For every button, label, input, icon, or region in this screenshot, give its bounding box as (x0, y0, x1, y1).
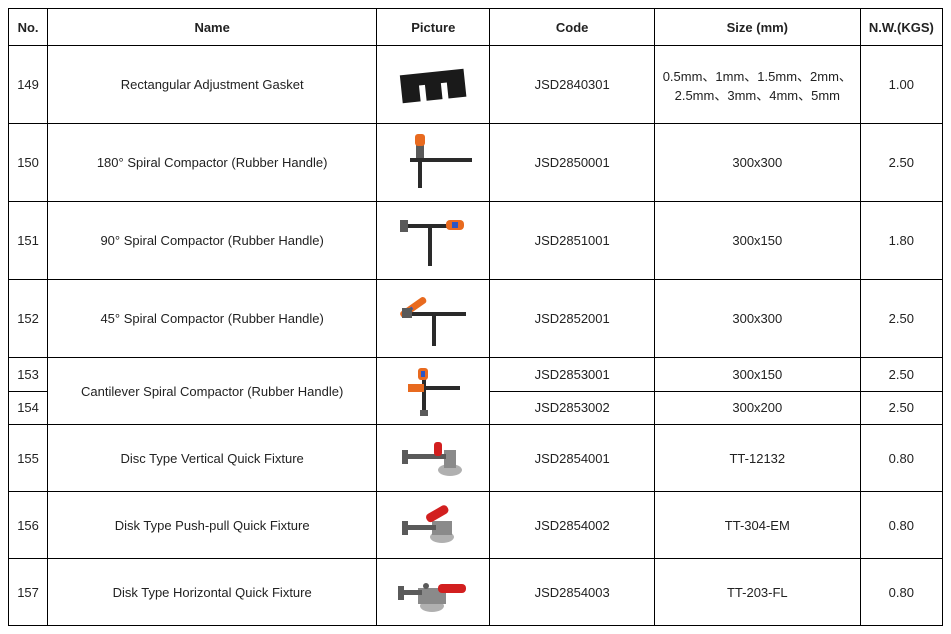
disc-pushpull-icon (388, 503, 478, 547)
cell-picture (377, 492, 490, 559)
col-header-pic: Picture (377, 9, 490, 46)
cell-code: JSD2851001 (490, 202, 655, 280)
cell-nw: 2.50 (860, 358, 942, 392)
cell-code: JSD2853001 (490, 358, 655, 392)
cell-no: 156 (9, 492, 48, 559)
table-header-row: No. Name Picture Code Size (mm) N.W.(KGS… (9, 9, 943, 46)
cell-nw: 2.50 (860, 391, 942, 425)
cell-name: 90° Spiral Compactor (Rubber Handle) (48, 202, 377, 280)
cell-no: 157 (9, 559, 48, 626)
gasket-icon (393, 62, 473, 108)
cell-no: 153 (9, 358, 48, 392)
cell-nw: 0.80 (860, 492, 942, 559)
cell-size: 300x150 (654, 358, 860, 392)
spiral-45-icon (388, 288, 478, 350)
cell-no: 155 (9, 425, 48, 492)
cell-name: Cantilever Spiral Compactor (Rubber Hand… (48, 358, 377, 425)
col-header-name: Name (48, 9, 377, 46)
cell-name: Disk Type Push-pull Quick Fixture (48, 492, 377, 559)
cell-nw: 2.50 (860, 280, 942, 358)
cell-code: JSD2850001 (490, 124, 655, 202)
col-header-no: No. (9, 9, 48, 46)
disc-horizontal-icon (388, 570, 478, 614)
cell-no: 149 (9, 46, 48, 124)
cell-size: 300x150 (654, 202, 860, 280)
cell-nw: 0.80 (860, 425, 942, 492)
table-row: 152 45° Spiral Compactor (Rubber Handle)… (9, 280, 943, 358)
cell-nw: 0.80 (860, 559, 942, 626)
table-row: 157 Disk Type Horizontal Quick Fixture J… (9, 559, 943, 626)
cell-no: 152 (9, 280, 48, 358)
cell-nw: 1.80 (860, 202, 942, 280)
cell-picture (377, 124, 490, 202)
cell-picture (377, 280, 490, 358)
cell-code: JSD2852001 (490, 280, 655, 358)
spiral-180-icon (388, 132, 478, 194)
col-header-nw: N.W.(KGS) (860, 9, 942, 46)
col-header-code: Code (490, 9, 655, 46)
cell-code: JSD2854002 (490, 492, 655, 559)
cell-nw: 1.00 (860, 46, 942, 124)
spiral-90-icon (388, 210, 478, 272)
cell-size: 300x300 (654, 280, 860, 358)
table-row: 151 90° Spiral Compactor (Rubber Handle)… (9, 202, 943, 280)
cantilever-icon (388, 364, 478, 418)
cell-code: JSD2854001 (490, 425, 655, 492)
cell-size: 300x300 (654, 124, 860, 202)
cell-code: JSD2853002 (490, 391, 655, 425)
table-row: 155 Disc Type Vertical Quick Fixture JSD… (9, 425, 943, 492)
cell-picture (377, 559, 490, 626)
cell-code: JSD2854003 (490, 559, 655, 626)
cell-size: TT-304-EM (654, 492, 860, 559)
cell-name: Disk Type Horizontal Quick Fixture (48, 559, 377, 626)
cell-size: 300x200 (654, 391, 860, 425)
cell-code: JSD2840301 (490, 46, 655, 124)
cell-name: 45° Spiral Compactor (Rubber Handle) (48, 280, 377, 358)
cell-no: 151 (9, 202, 48, 280)
cell-picture (377, 202, 490, 280)
cell-picture (377, 425, 490, 492)
cell-name: Disc Type Vertical Quick Fixture (48, 425, 377, 492)
cell-picture (377, 358, 490, 425)
cell-size: TT-203-FL (654, 559, 860, 626)
cell-nw: 2.50 (860, 124, 942, 202)
cell-no: 150 (9, 124, 48, 202)
disc-vertical-icon (388, 436, 478, 480)
table-row: 153 Cantilever Spiral Compactor (Rubber … (9, 358, 943, 392)
cell-name: Rectangular Adjustment Gasket (48, 46, 377, 124)
cell-picture (377, 46, 490, 124)
cell-size: TT-12132 (654, 425, 860, 492)
cell-no: 154 (9, 391, 48, 425)
table-row: 150 180° Spiral Compactor (Rubber Handle… (9, 124, 943, 202)
cell-name: 180° Spiral Compactor (Rubber Handle) (48, 124, 377, 202)
product-spec-table: No. Name Picture Code Size (mm) N.W.(KGS… (8, 8, 943, 626)
table-row: 149 Rectangular Adjustment Gasket JSD284… (9, 46, 943, 124)
cell-size: 0.5mm、1mm、1.5mm、2mm、2.5mm、3mm、4mm、5mm (654, 46, 860, 124)
table-row: 156 Disk Type Push-pull Quick Fixture JS… (9, 492, 943, 559)
col-header-size: Size (mm) (654, 9, 860, 46)
